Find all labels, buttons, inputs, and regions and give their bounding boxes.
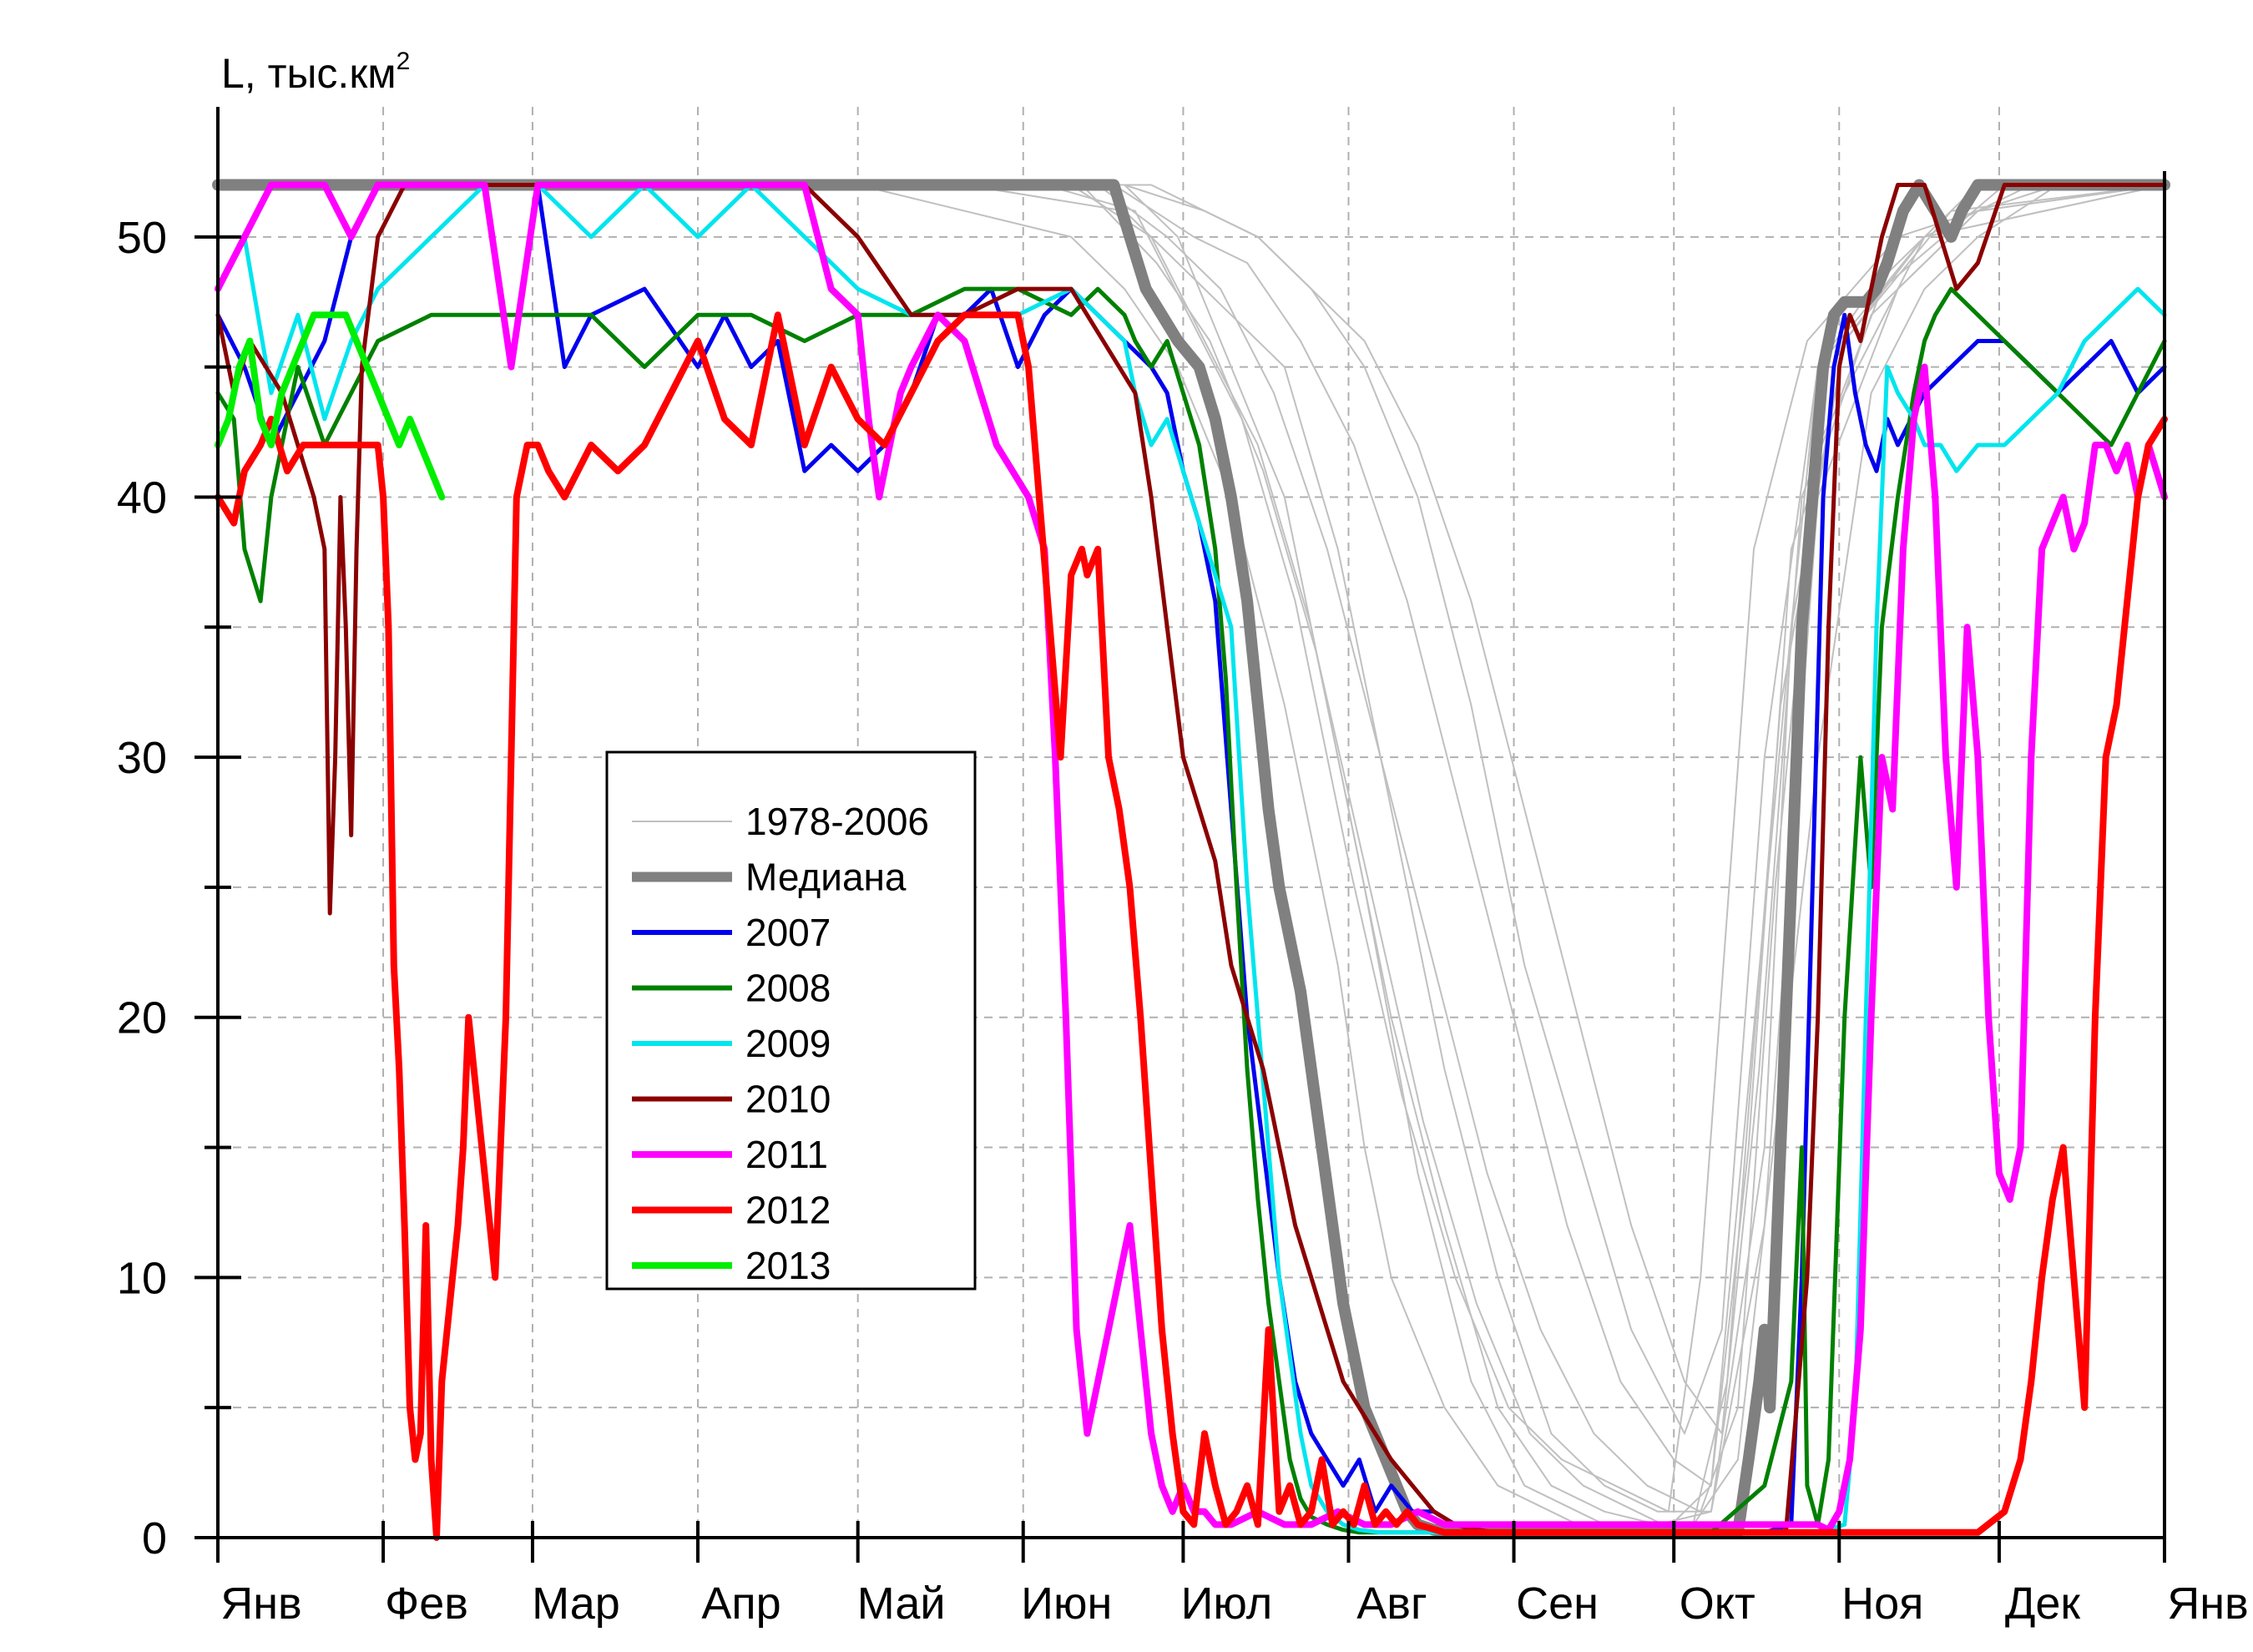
series-lines (212, 179, 2170, 1541)
x-tick-label: Мар (532, 1579, 620, 1629)
y-axis-label-superscript: 2 (397, 48, 411, 75)
legend: 1978-2006 Медиана 2007 2008 2009 2010 2011 2012… (605, 750, 977, 1291)
series-line-2009 (215, 183, 2167, 1535)
x-tick-label: Сен (1516, 1579, 1599, 1629)
x-tick-label: Янв (220, 1579, 302, 1629)
x-tick-label: Фев (385, 1579, 468, 1629)
background-line (218, 184, 2165, 1538)
legend-box (605, 750, 977, 1291)
series-line-2013 (215, 311, 446, 501)
x-tick-label: Дек (2005, 1579, 2081, 1629)
x-tick-label: Ноя (1841, 1579, 1923, 1629)
series-line-2010 (215, 183, 2167, 1535)
legend-label: 2012 (745, 1189, 831, 1232)
background-line (218, 184, 2165, 1513)
x-tick-label: Апр (701, 1579, 780, 1629)
legend-label: 2007 (745, 911, 831, 954)
legend-label: 2010 (745, 1078, 831, 1121)
background-line (218, 184, 2165, 1487)
y-tick-label: 10 (117, 1253, 167, 1303)
y-tick-label: 50 (117, 213, 167, 263)
x-tick-labels: Янв Фев Мар Апр Май Июн Июл Авг Сен Окт Ноя Дек Янв (220, 1579, 2249, 1629)
y-tick-label: 20 (117, 993, 167, 1043)
legend-label: 1978-2006 (745, 800, 929, 843)
background-line (218, 184, 2165, 1435)
series-line-2008 (215, 286, 2167, 1535)
legend-label: Медиана (745, 856, 907, 899)
x-tick-label: Янв (2167, 1579, 2249, 1629)
y-tick-label: 40 (117, 472, 167, 523)
axes (194, 107, 2166, 1563)
legend-label: 2013 (745, 1244, 831, 1287)
x-tick-label: Окт (1680, 1579, 1755, 1629)
grid (218, 107, 2165, 1538)
series-line-2011 (215, 181, 2168, 1533)
y-tick-label: 30 (117, 733, 167, 783)
x-tick-label: Авг (1356, 1579, 1427, 1629)
legend-label: 2011 (745, 1133, 828, 1176)
x-tick-label: Июл (1181, 1579, 1273, 1629)
x-tick-label: Май (857, 1579, 946, 1629)
legend-label: 2009 (745, 1022, 831, 1065)
y-tick-labels: 0 10 20 30 40 50 (117, 213, 167, 1564)
x-tick-label: Июн (1021, 1579, 1112, 1629)
background-line (218, 184, 2165, 1513)
y-tick-label: 0 (142, 1513, 167, 1564)
y-axis-label-text: L, тыс.км (221, 50, 397, 97)
legend-label: 2008 (745, 967, 831, 1010)
y-axis-label: L, тыс.км2 (221, 48, 410, 97)
series-line-2012 (215, 311, 2168, 1541)
